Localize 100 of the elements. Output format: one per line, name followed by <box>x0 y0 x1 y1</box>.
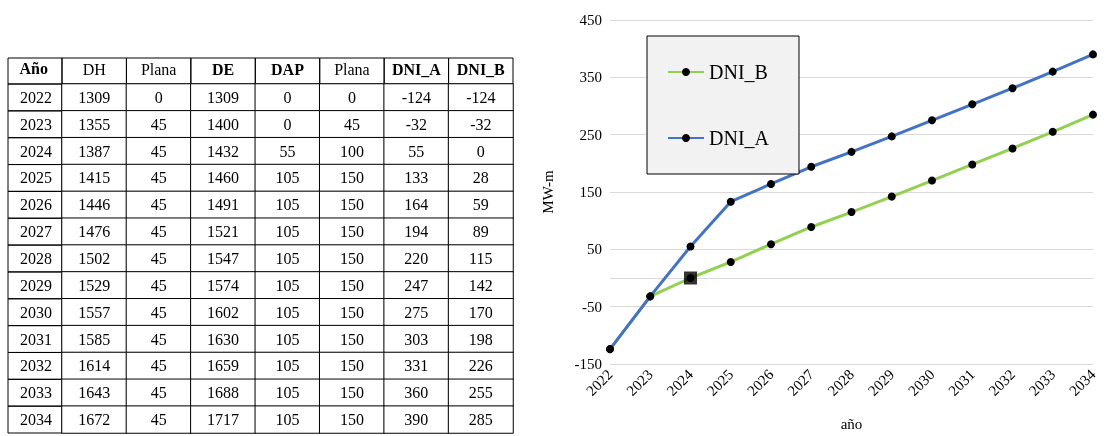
data-label: 198 <box>468 330 493 348</box>
data-label: 1415 <box>78 169 111 187</box>
y-tick-label: 2034 <box>20 411 52 429</box>
data-label: 1614 <box>78 357 111 375</box>
data-label: 45 <box>343 115 360 133</box>
data-label: 105 <box>275 384 300 402</box>
data-label: 1630 <box>207 330 240 348</box>
data-label: 150 <box>339 303 364 321</box>
data-label: 1585 <box>78 330 111 348</box>
data-label: 105 <box>275 411 300 429</box>
data-label: 150 <box>339 223 364 241</box>
data-label: 1547 <box>207 250 240 267</box>
y-axis-title: MW-m <box>539 170 556 214</box>
data-label: 45 <box>150 196 167 214</box>
data-label: 150 <box>339 357 364 375</box>
y-tick-label: 2024 <box>20 142 52 160</box>
data-label: 0 <box>154 88 163 106</box>
data-label: 105 <box>275 169 300 187</box>
data-label: 194 <box>404 223 429 241</box>
data-label: 285 <box>468 411 493 429</box>
data-label: 45 <box>150 303 167 321</box>
data-label: 226 <box>468 357 493 375</box>
y-tick-label: 2023 <box>20 115 52 133</box>
y-tick-label: 2026 <box>20 196 52 214</box>
data-label: 100 <box>339 142 364 160</box>
data-label: -124 <box>466 88 496 106</box>
data-label: 0 <box>347 88 356 106</box>
data-label: 220 <box>404 250 429 267</box>
data-label: 170 <box>468 303 493 321</box>
y-tick-label: 2029 <box>20 276 52 294</box>
y-tick-label: 2028 <box>20 250 52 267</box>
data-label: 1643 <box>78 384 111 402</box>
x-tick-label: DNI_A <box>391 60 442 78</box>
x-tick-label: DAP <box>271 60 305 78</box>
data-label: 1446 <box>78 196 111 214</box>
x-tick-label: DE <box>211 60 235 78</box>
y-tick-label: -50 <box>582 298 602 315</box>
data-label: 1672 <box>78 411 111 429</box>
x-tick-label: Plana <box>334 60 370 78</box>
y-tick-label: 450 <box>579 12 602 28</box>
data-label: 1529 <box>78 276 111 294</box>
data-label: 275 <box>404 303 429 321</box>
x-tick-label: Plana <box>140 60 177 78</box>
y-axis-title: Año <box>19 59 48 77</box>
data-label: 150 <box>339 384 364 402</box>
data-label: 1309 <box>78 88 111 106</box>
data-label: 1476 <box>78 223 111 241</box>
data-label: 1432 <box>207 142 240 160</box>
data-label: 331 <box>404 357 429 375</box>
data-label: 45 <box>150 115 167 133</box>
data-label: 150 <box>339 169 364 187</box>
data-label: 55 <box>408 142 425 160</box>
y-tick-label: 250 <box>579 126 602 143</box>
y-tick-label: 2027 <box>20 223 52 241</box>
data-label: 150 <box>339 196 364 214</box>
data-label: 1574 <box>207 276 240 294</box>
data-label: 1521 <box>207 223 240 241</box>
data-label: 150 <box>339 276 364 294</box>
legend-label: DNI_A <box>709 127 770 149</box>
data-label: 1309 <box>207 88 240 106</box>
x-tick-label: DH <box>82 60 107 78</box>
data-label: 0 <box>283 88 292 106</box>
y-tick-label: 2022 <box>20 88 52 106</box>
data-label: 150 <box>339 250 364 267</box>
y-tick-label: 150 <box>579 184 602 200</box>
y-tick-label: 50 <box>587 241 602 258</box>
data-label: 0 <box>476 142 485 160</box>
data-label: 0 <box>283 115 292 133</box>
data-label: 360 <box>404 384 429 402</box>
x-tick-label: DNI_B <box>456 60 506 78</box>
y-tick-label: 2025 <box>20 169 52 187</box>
data-label: 45 <box>150 250 167 267</box>
data-label: 105 <box>275 223 300 241</box>
data-label: 105 <box>275 330 300 348</box>
data-label: -32 <box>470 115 492 133</box>
data-label: -124 <box>401 88 432 106</box>
data-label: 1659 <box>207 357 240 375</box>
data-label: 255 <box>468 384 493 402</box>
x-axis-title: año <box>840 415 863 432</box>
data-label: 1400 <box>207 115 240 133</box>
data-label: 45 <box>150 276 167 294</box>
data-label: 1602 <box>207 303 240 321</box>
data-label: 89 <box>472 223 489 241</box>
data-label: 164 <box>404 196 429 214</box>
data-label: 45 <box>150 357 167 375</box>
data-label: -32 <box>405 115 428 133</box>
data-label: 105 <box>275 250 300 267</box>
data-label: 1688 <box>207 384 240 402</box>
data-label: 142 <box>468 276 493 294</box>
data-label: 45 <box>150 169 167 187</box>
data-label: 1502 <box>78 250 111 267</box>
data-label: 303 <box>404 330 429 348</box>
y-tick-label: 2030 <box>20 303 52 321</box>
data-label: 45 <box>150 223 167 241</box>
data-label: 105 <box>275 276 300 294</box>
data-label: 105 <box>275 303 300 321</box>
data-label: 1460 <box>207 169 240 187</box>
data-label: 45 <box>150 330 167 348</box>
data-label: 105 <box>275 196 300 214</box>
data-label: 133 <box>404 169 429 187</box>
